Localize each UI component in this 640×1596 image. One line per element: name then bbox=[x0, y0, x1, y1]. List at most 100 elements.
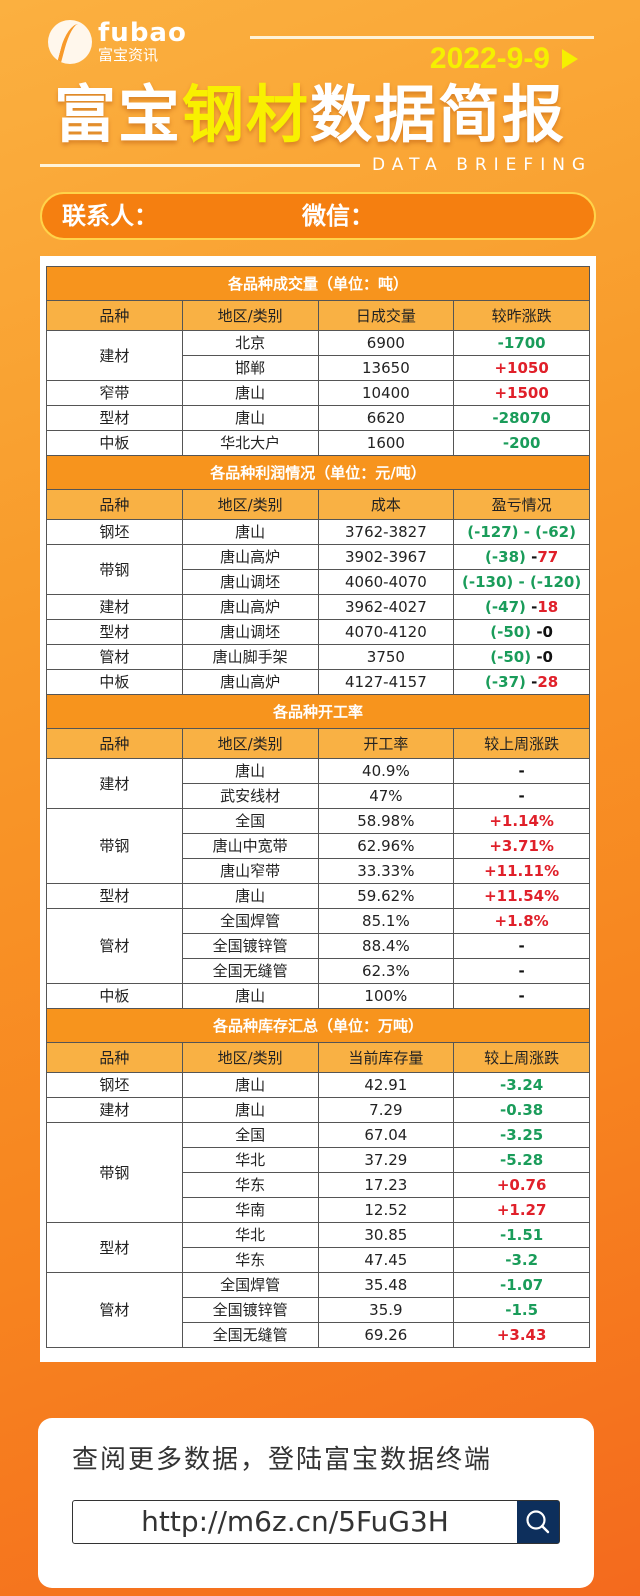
value-cell: 85.1% bbox=[317, 908, 455, 934]
change-value: -5.28 bbox=[500, 1151, 544, 1169]
region-cell: 华北 bbox=[181, 1222, 319, 1248]
value-cell: 62.3% bbox=[317, 958, 455, 984]
change-cell: +3.43 bbox=[453, 1322, 590, 1348]
search-button[interactable] bbox=[517, 1501, 559, 1543]
change-value: -3.25 bbox=[500, 1126, 544, 1144]
table-row: 带钢 全国 58.98% +1.14% bbox=[46, 808, 590, 884]
region-cell: 全国镀锌管 bbox=[181, 1297, 319, 1323]
change-value: (-50) bbox=[490, 623, 537, 641]
change-value: +3.43 bbox=[496, 1326, 547, 1344]
region-cell: 唐山 bbox=[181, 1097, 319, 1123]
change-value: -1700 bbox=[497, 334, 546, 352]
value-cell: 4070-4120 bbox=[317, 619, 455, 645]
region-cell: 唐山高炉 bbox=[181, 544, 319, 570]
change-value: 77 bbox=[537, 548, 559, 566]
column-header: 地区/类别 bbox=[181, 1042, 319, 1073]
data-table: 各品种成交量（单位：吨） 品种 地区/类别 日成交量 较昨涨跌 建材 北京 6900 -1700… bbox=[46, 266, 590, 1348]
category-cell: 中板 bbox=[46, 430, 183, 456]
change-cell: -1700 bbox=[453, 330, 590, 356]
change-cell: -1.07 bbox=[453, 1272, 590, 1298]
change-value: (-47) bbox=[485, 598, 532, 616]
value-cell: 35.9 bbox=[317, 1297, 455, 1323]
value-cell: 33.33% bbox=[317, 858, 455, 884]
value-cell: 13650 bbox=[317, 355, 455, 381]
table-row: 建材 唐山 7.29 -0.38 bbox=[46, 1097, 590, 1123]
region-cell: 唐山高炉 bbox=[181, 669, 319, 695]
value-cell: 69.26 bbox=[317, 1322, 455, 1348]
contact-bar: 联系人： 微信： bbox=[40, 192, 596, 240]
change-value: -200 bbox=[502, 434, 541, 452]
column-header: 品种 bbox=[46, 300, 183, 331]
column-header: 品种 bbox=[46, 489, 183, 520]
value-cell: 3762-3827 bbox=[317, 519, 455, 545]
change-cell: - bbox=[453, 758, 590, 784]
change-value: +1050 bbox=[494, 359, 549, 377]
category-cell: 中板 bbox=[46, 983, 183, 1009]
change-value: -3.24 bbox=[500, 1076, 544, 1094]
url-text[interactable]: http://m6z.cn/5FuG3H bbox=[141, 1505, 449, 1538]
change-cell: +1.27 bbox=[453, 1197, 590, 1223]
cta-text: 查阅更多数据，登陆富宝数据终端 bbox=[72, 1445, 493, 1475]
column-header: 当前库存量 bbox=[317, 1042, 455, 1073]
table-row: 带钢 唐山高炉 3902-3967 (-38) -77 bbox=[46, 544, 590, 595]
table-row: 钢坯 唐山 42.91 -3.24 bbox=[46, 1072, 590, 1098]
table-row: 型材 唐山 6620 -28070 bbox=[46, 405, 590, 431]
change-value: - bbox=[518, 962, 525, 980]
change-value: - bbox=[518, 987, 525, 1005]
change-value: +11.11% bbox=[484, 862, 560, 880]
change-cell: - bbox=[453, 933, 590, 959]
region-cell: 唐山 bbox=[181, 519, 319, 545]
category-cell: 窄带 bbox=[46, 380, 183, 406]
wechat-label: 微信： bbox=[302, 202, 374, 230]
value-cell: 17.23 bbox=[317, 1172, 455, 1198]
table-row: 管材 全国焊管 85.1% +1.8% bbox=[46, 908, 590, 984]
change-value: - bbox=[518, 787, 525, 805]
table-row: 华南 12.52 +1.27 bbox=[47, 1197, 590, 1223]
value-cell: 37.29 bbox=[317, 1147, 455, 1173]
change-cell: -1.5 bbox=[453, 1297, 590, 1323]
change-cell: -3.24 bbox=[453, 1072, 590, 1098]
change-value: -3.2 bbox=[505, 1251, 539, 1269]
change-value: - bbox=[518, 937, 525, 955]
value-cell: 47.45 bbox=[317, 1247, 455, 1273]
table-row: 中板 唐山 100% - bbox=[46, 983, 590, 1009]
value-cell: 3962-4027 bbox=[317, 594, 455, 620]
divider bbox=[250, 36, 594, 39]
change-cell: (-38) -77 bbox=[453, 544, 590, 570]
column-header: 开工率 bbox=[317, 728, 455, 759]
change-cell: (-50) -0 bbox=[453, 619, 590, 645]
data-card: 各品种成交量（单位：吨） 品种 地区/类别 日成交量 较昨涨跌 建材 北京 6900 -1700… bbox=[40, 256, 596, 1362]
region-cell: 全国无缝管 bbox=[181, 958, 319, 984]
change-value: -1.5 bbox=[505, 1301, 539, 1319]
column-header: 品种 bbox=[46, 728, 183, 759]
value-cell: 4060-4070 bbox=[317, 569, 455, 595]
value-cell: 3902-3967 bbox=[317, 544, 455, 570]
change-cell: +1050 bbox=[453, 355, 590, 381]
change-cell: (-37) -28 bbox=[453, 669, 590, 695]
page-title: 富宝钢材数据简报 bbox=[54, 82, 566, 148]
change-cell: +1500 bbox=[453, 380, 590, 406]
change-cell: (-50) -0 bbox=[453, 644, 590, 670]
change-value: +1.14% bbox=[489, 812, 554, 830]
table-row: 唐山调坯 4060-4070 (-130) - (-120) bbox=[47, 569, 590, 595]
category-cell: 管材 bbox=[46, 1272, 183, 1348]
column-header-row: 品种 地区/类别 成本 盈亏情况 bbox=[46, 489, 590, 520]
section-title-row: 各品种库存汇总（单位：万吨） bbox=[46, 1008, 590, 1043]
change-value: -1.07 bbox=[500, 1276, 544, 1294]
value-cell: 10400 bbox=[317, 380, 455, 406]
region-cell: 唐山调坯 bbox=[181, 619, 319, 645]
value-cell: 4127-4157 bbox=[317, 669, 455, 695]
region-cell: 唐山 bbox=[181, 1072, 319, 1098]
category-cell: 型材 bbox=[46, 619, 183, 645]
category-cell: 型材 bbox=[46, 405, 183, 431]
table-row: 型材 华北 30.85 -1.51 bbox=[46, 1222, 590, 1273]
category-cell: 钢坯 bbox=[46, 519, 183, 545]
region-cell: 唐山 bbox=[181, 405, 319, 431]
url-box[interactable]: http://m6z.cn/5FuG3H bbox=[72, 1500, 560, 1544]
change-cell: -0.38 bbox=[453, 1097, 590, 1123]
region-cell: 全国焊管 bbox=[181, 908, 319, 934]
change-value: +3.71% bbox=[489, 837, 554, 855]
category-cell: 型材 bbox=[46, 883, 183, 909]
table-row: 中板 唐山高炉 4127-4157 (-37) -28 bbox=[46, 669, 590, 695]
change-value: - bbox=[531, 548, 538, 566]
